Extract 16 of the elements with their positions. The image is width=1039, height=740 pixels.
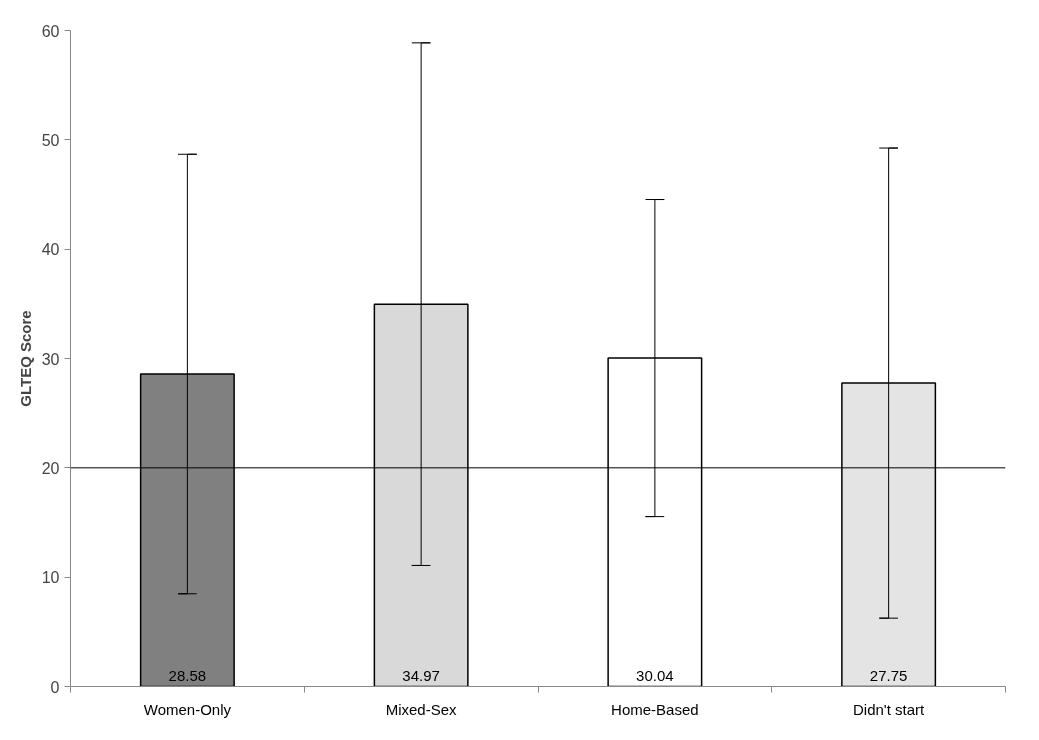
y-tick-label: 0: [50, 678, 60, 696]
x-tick-label: Mixed-Sex: [385, 700, 458, 718]
data-label: 28.58: [168, 666, 207, 684]
y-tick-label: 20: [41, 459, 60, 477]
y-tick-label: 40: [41, 241, 60, 259]
data-label: 27.75: [869, 666, 908, 684]
x-tick-label: Home-Based: [611, 700, 699, 718]
data-label: 34.97: [402, 666, 440, 684]
y-tick-label: 60: [41, 22, 60, 40]
data-label: 30.04: [636, 666, 674, 684]
x-tick-label: Didn't start: [853, 700, 926, 718]
x-tick-label: Women-Only: [143, 700, 232, 718]
y-tick-label: 10: [41, 569, 60, 587]
y-tick-label: 50: [41, 131, 60, 149]
y-tick-label: 30: [41, 350, 60, 368]
y-axis-title: GLTEQ Score: [16, 310, 34, 407]
